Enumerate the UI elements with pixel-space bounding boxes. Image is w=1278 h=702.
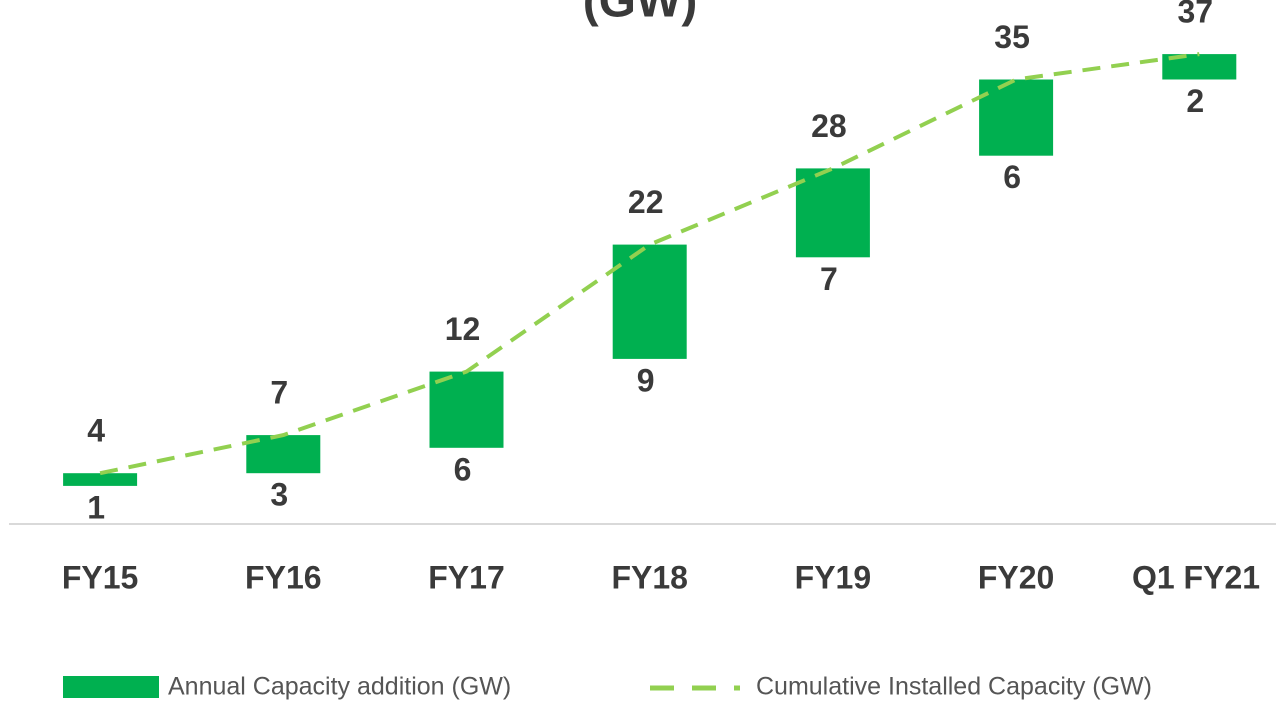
cumulative-line <box>99 52 1200 476</box>
cumulative-label: 7 <box>270 375 288 411</box>
x-tick-label: FY20 <box>978 559 1054 595</box>
cumulative-label: 28 <box>811 108 847 144</box>
addition-label: 6 <box>1003 159 1021 195</box>
addition-label: 9 <box>637 362 655 398</box>
x-tick-label: FY19 <box>795 559 871 595</box>
legend-label: Annual Capacity addition (GW) <box>168 673 511 701</box>
bar <box>612 244 687 359</box>
cumulative-label: 4 <box>87 413 105 449</box>
addition-label: 1 <box>87 489 105 525</box>
cumulative-label: 35 <box>994 19 1030 55</box>
bar <box>795 168 870 258</box>
addition-label: 6 <box>454 451 472 487</box>
cumulative-label: 22 <box>628 184 664 220</box>
x-tick-label: FY16 <box>245 559 321 595</box>
x-tick-label: FY15 <box>62 559 138 595</box>
x-tick-label: FY17 <box>428 559 504 595</box>
bar <box>429 371 504 448</box>
x-tick-label: Q1 FY21 <box>1132 559 1260 595</box>
x-tick-label: FY18 <box>611 559 687 595</box>
cumulative-label: 12 <box>445 311 481 347</box>
chart-title: (GW) <box>583 0 698 28</box>
legend-label: Cumulative Installed Capacity (GW) <box>756 673 1152 701</box>
legend-swatch <box>63 676 159 698</box>
addition-label: 3 <box>270 477 288 513</box>
addition-label: 7 <box>820 261 838 297</box>
bar <box>979 79 1054 156</box>
bar <box>63 473 138 486</box>
cumulative-label: 37 <box>1178 0 1214 30</box>
addition-label: 2 <box>1186 83 1204 119</box>
